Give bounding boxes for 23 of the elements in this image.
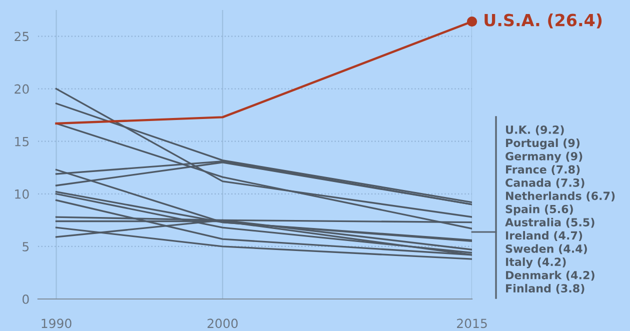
y-tick-label: 20 (14, 84, 29, 94)
text: U.K. (9.2) (506, 125, 564, 136)
text: Finland (3.8) (506, 284, 584, 294)
y-tick-label: 10 (15, 189, 29, 199)
text: Denmark (4.2) (506, 270, 594, 281)
y-tick-label: 5 (22, 242, 29, 252)
text: Italy (4.2) (506, 257, 566, 268)
y-tick-label: 0 (22, 294, 29, 304)
text: Germany (9) (506, 152, 582, 163)
text: Australia (5.5) (505, 218, 594, 228)
x-tick-label: 2000 (208, 318, 238, 328)
text: Canada (7.3) (506, 178, 584, 188)
text: Ireland (4.7) (506, 231, 582, 241)
data-label: U.S.A. (26.4) (484, 14, 602, 28)
text: Spain (5.6) (506, 204, 573, 216)
y-tick-label: 25 (14, 32, 29, 42)
x-tick-label: 2015 (457, 318, 487, 328)
x-tick-label: 1990 (42, 318, 72, 328)
text: Portugal (9) (506, 138, 580, 150)
text: Sweden (4.4) (506, 244, 587, 254)
y-tick-label: 15 (15, 137, 29, 146)
text: France (7.8) (506, 165, 580, 175)
text: Netherlands (6.7) (506, 191, 615, 202)
